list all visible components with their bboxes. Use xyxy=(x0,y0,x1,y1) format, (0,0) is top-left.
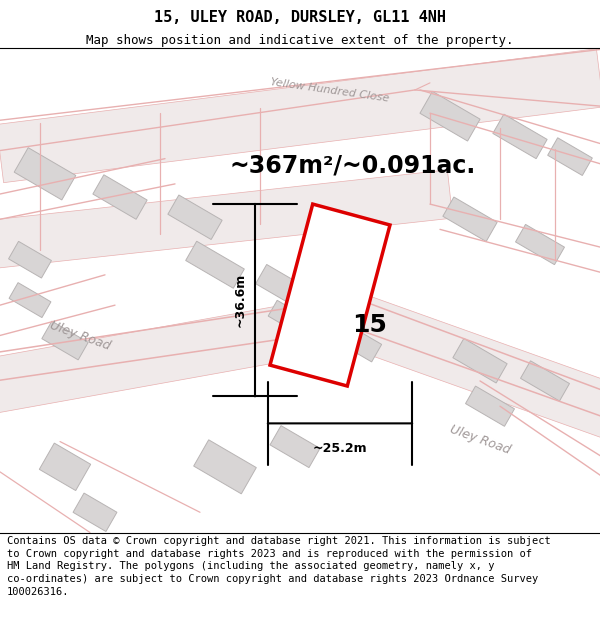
Polygon shape xyxy=(466,386,514,426)
Polygon shape xyxy=(168,195,222,239)
Polygon shape xyxy=(493,114,547,159)
Text: Uley Road: Uley Road xyxy=(48,319,112,352)
Polygon shape xyxy=(194,440,256,494)
Text: Contains OS data © Crown copyright and database right 2021. This information is : Contains OS data © Crown copyright and d… xyxy=(7,536,551,597)
Polygon shape xyxy=(420,91,480,141)
Polygon shape xyxy=(270,204,390,386)
Polygon shape xyxy=(185,241,244,288)
Text: Uley Road: Uley Road xyxy=(448,422,512,456)
Polygon shape xyxy=(73,493,117,531)
Polygon shape xyxy=(9,282,51,318)
Polygon shape xyxy=(0,49,600,182)
Polygon shape xyxy=(453,339,507,383)
Polygon shape xyxy=(40,443,91,491)
Text: ~25.2m: ~25.2m xyxy=(313,442,367,454)
Text: 15, ULEY ROAD, DURSLEY, GL11 4NH: 15, ULEY ROAD, DURSLEY, GL11 4NH xyxy=(154,9,446,24)
Polygon shape xyxy=(42,321,88,360)
Polygon shape xyxy=(0,293,360,413)
Polygon shape xyxy=(548,138,592,176)
Polygon shape xyxy=(256,264,314,311)
Polygon shape xyxy=(93,175,147,219)
Text: ~36.6m: ~36.6m xyxy=(234,273,247,328)
Polygon shape xyxy=(14,148,76,200)
Polygon shape xyxy=(515,224,565,264)
Polygon shape xyxy=(521,361,569,401)
Polygon shape xyxy=(443,197,497,241)
Polygon shape xyxy=(328,319,382,362)
Text: 15: 15 xyxy=(353,313,388,338)
Text: ~367m²/~0.091ac.: ~367m²/~0.091ac. xyxy=(230,154,476,178)
Polygon shape xyxy=(268,300,312,336)
Polygon shape xyxy=(270,426,320,468)
Polygon shape xyxy=(0,170,452,269)
Text: Map shows position and indicative extent of the property.: Map shows position and indicative extent… xyxy=(86,34,514,48)
Polygon shape xyxy=(346,294,600,438)
Polygon shape xyxy=(8,241,52,278)
Text: Yellow Hundred Close: Yellow Hundred Close xyxy=(270,77,390,103)
